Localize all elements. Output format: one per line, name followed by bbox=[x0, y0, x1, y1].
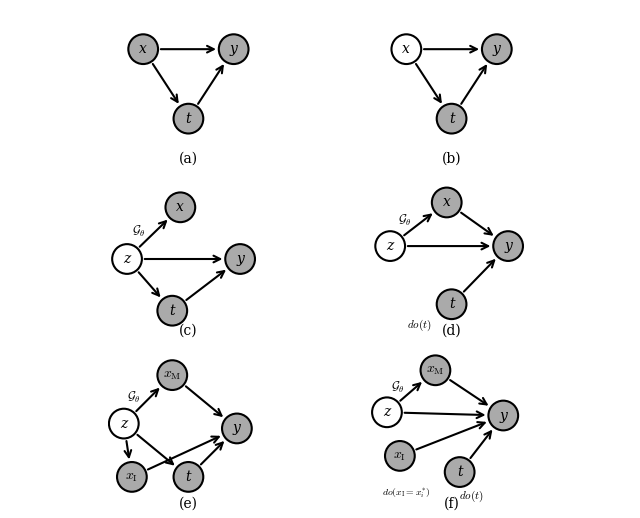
Text: t: t bbox=[186, 470, 191, 484]
Text: (e): (e) bbox=[179, 497, 198, 511]
Text: y: y bbox=[230, 42, 237, 56]
Circle shape bbox=[219, 34, 248, 64]
Text: t: t bbox=[449, 297, 454, 311]
Text: y: y bbox=[233, 422, 241, 436]
Text: y: y bbox=[493, 42, 500, 56]
Circle shape bbox=[157, 360, 187, 390]
Text: t: t bbox=[170, 304, 175, 318]
Text: $\mathcal{G}_{\theta}$: $\mathcal{G}_{\theta}$ bbox=[132, 224, 147, 239]
Text: $x_{\mathrm{M}}$: $x_{\mathrm{M}}$ bbox=[426, 363, 445, 377]
Text: z: z bbox=[387, 239, 394, 253]
Text: x: x bbox=[177, 200, 184, 214]
Text: z: z bbox=[120, 416, 127, 430]
Circle shape bbox=[436, 104, 467, 134]
Circle shape bbox=[420, 355, 451, 385]
Text: y: y bbox=[499, 409, 508, 423]
Text: $x_{\mathrm{M}}$: $x_{\mathrm{M}}$ bbox=[163, 368, 182, 382]
Text: (c): (c) bbox=[179, 324, 198, 338]
Text: y: y bbox=[236, 252, 244, 266]
Circle shape bbox=[375, 231, 405, 261]
Text: x: x bbox=[140, 42, 147, 56]
Text: z: z bbox=[383, 405, 390, 419]
Circle shape bbox=[129, 34, 158, 64]
Text: $\mathcal{G}_{\theta}$: $\mathcal{G}_{\theta}$ bbox=[127, 390, 141, 405]
Circle shape bbox=[436, 290, 467, 319]
Text: y: y bbox=[504, 239, 512, 253]
Circle shape bbox=[112, 244, 142, 274]
Circle shape bbox=[222, 413, 252, 443]
Circle shape bbox=[157, 296, 187, 325]
Circle shape bbox=[117, 462, 147, 492]
Circle shape bbox=[372, 397, 402, 427]
Circle shape bbox=[225, 244, 255, 274]
Circle shape bbox=[432, 188, 461, 218]
Text: (d): (d) bbox=[442, 324, 461, 338]
Text: (b): (b) bbox=[442, 151, 461, 165]
Text: $do(x_{\mathrm{I}} = x^{*}_{i})$: $do(x_{\mathrm{I}} = x^{*}_{i})$ bbox=[382, 486, 431, 500]
Circle shape bbox=[109, 409, 139, 438]
Text: (a): (a) bbox=[179, 151, 198, 165]
Circle shape bbox=[392, 34, 421, 64]
Text: $do(t)$: $do(t)$ bbox=[459, 488, 483, 504]
Circle shape bbox=[488, 400, 518, 430]
Circle shape bbox=[173, 462, 204, 492]
Text: x: x bbox=[443, 195, 451, 209]
Text: t: t bbox=[449, 112, 454, 126]
Circle shape bbox=[385, 441, 415, 471]
Circle shape bbox=[482, 34, 511, 64]
Circle shape bbox=[493, 231, 523, 261]
Text: t: t bbox=[186, 112, 191, 126]
Text: z: z bbox=[124, 252, 131, 266]
Text: $\mathcal{G}_{\theta}$: $\mathcal{G}_{\theta}$ bbox=[391, 380, 405, 395]
Text: $\mathcal{G}_{\theta}$: $\mathcal{G}_{\theta}$ bbox=[398, 213, 412, 228]
Text: x: x bbox=[403, 42, 410, 56]
Text: (f): (f) bbox=[444, 497, 460, 511]
Circle shape bbox=[173, 104, 204, 134]
Text: $do(t)$: $do(t)$ bbox=[407, 318, 431, 333]
Text: $x_{\mathrm{I}}$: $x_{\mathrm{I}}$ bbox=[125, 470, 138, 484]
Text: t: t bbox=[457, 465, 463, 479]
Circle shape bbox=[445, 457, 474, 487]
Circle shape bbox=[166, 193, 195, 222]
Text: $x_{\mathrm{I}}$: $x_{\mathrm{I}}$ bbox=[394, 449, 406, 463]
